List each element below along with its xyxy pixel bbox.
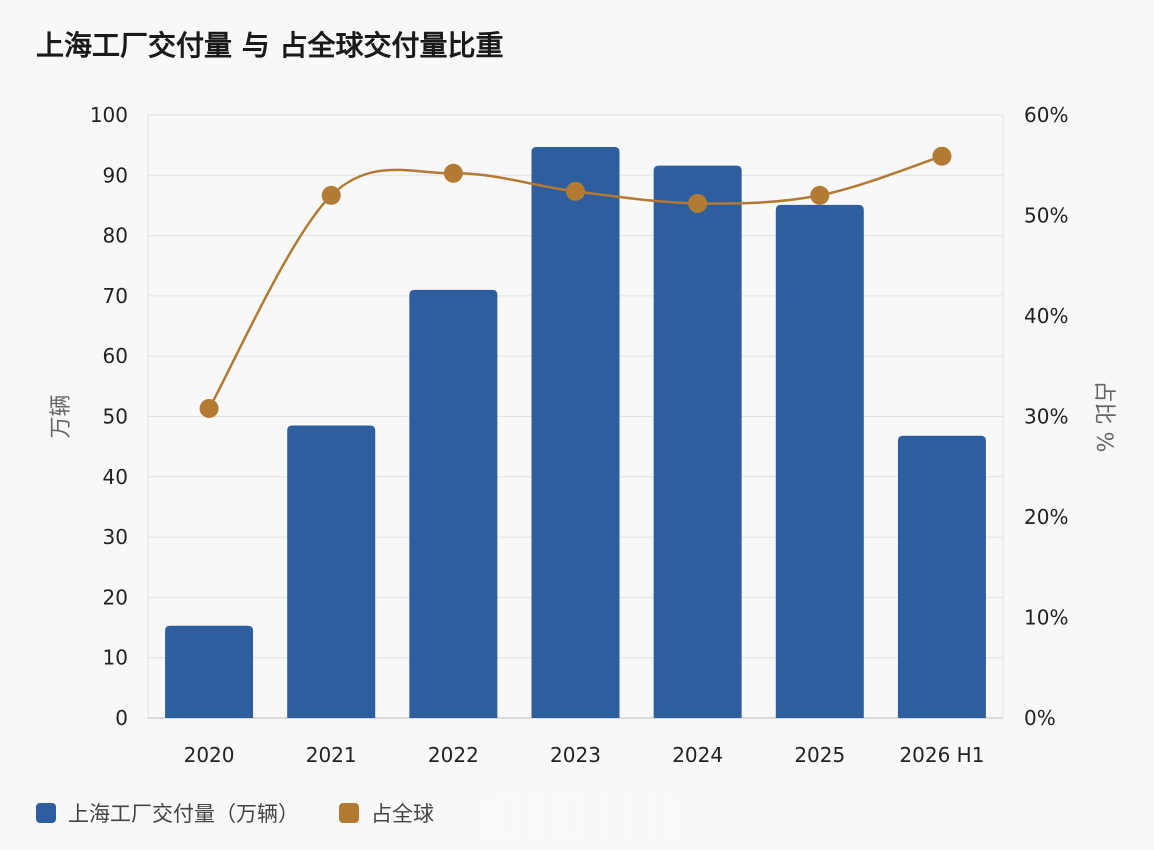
share-point-2024[interactable]: [688, 193, 708, 213]
y2-tick-label: 50%: [1024, 204, 1068, 228]
y-tick-label: 30: [103, 525, 128, 549]
y-tick-label: 0: [115, 706, 128, 730]
legend-label-deliveries: 上海工厂交付量（万辆）: [68, 802, 299, 826]
x-tick-label: 2022: [428, 743, 479, 767]
x-tick-label: 2025: [794, 743, 845, 767]
share-point-2023[interactable]: [566, 181, 585, 201]
bar-series: [165, 146, 986, 719]
y-tick-label: 60: [103, 344, 128, 368]
share-point-2026-H1[interactable]: [932, 146, 952, 166]
bar-2023[interactable]: [531, 146, 620, 719]
x-tick-label: 2020: [184, 743, 235, 767]
bar-2022[interactable]: [409, 289, 498, 718]
y-axis-label: 万辆: [49, 394, 74, 438]
combo-chart: 0 10 20 30 40 50 60 70 80 90 100 0% 10% 20% 30% 40% 50%…: [49, 103, 1116, 767]
legend-swatch-line: [339, 803, 359, 823]
bar-2021[interactable]: [287, 425, 376, 718]
y2-axis-label: 占比 %: [1091, 381, 1116, 453]
y-tick-label: 90: [103, 163, 128, 187]
y-tick-label: 40: [103, 465, 128, 489]
y2-tick-label: 0%: [1024, 706, 1056, 730]
legend-item-share[interactable]: 占全球: [339, 798, 434, 828]
legend: 上海工厂交付量（万辆） 占全球: [36, 798, 474, 828]
y2-tick-label: 40%: [1024, 304, 1068, 328]
share-point-2021[interactable]: [321, 185, 341, 205]
legend-item-deliveries[interactable]: 上海工厂交付量（万辆）: [36, 798, 299, 828]
y-tick-label: 70: [103, 284, 128, 308]
share-point-2020[interactable]: [199, 398, 219, 418]
x-tick-label: 2024: [672, 743, 723, 767]
chart-title: 上海工厂交付量 与 占全球交付量比重: [36, 29, 504, 62]
bar-2024[interactable]: [653, 165, 742, 719]
share-point-2022[interactable]: [443, 163, 463, 183]
x-tick-label: 2021: [306, 743, 357, 767]
y-tick-label: 100: [90, 103, 128, 127]
y-axis-ticks: 0 10 20 30 40 50 60 70 80 90 100: [90, 103, 128, 730]
bar-2025[interactable]: [775, 204, 864, 719]
legend-label-share: 占全球: [371, 802, 434, 826]
x-tick-label: 2026 H1: [899, 743, 984, 767]
axis-labels: 万辆 占比 %: [49, 381, 1116, 453]
line-series: [199, 146, 952, 418]
y2-tick-label: 20%: [1024, 505, 1068, 529]
blurred-overlay: [462, 795, 684, 841]
y2-tick-label: 10%: [1024, 606, 1068, 630]
x-tick-label: 2023: [550, 743, 601, 767]
y2-tick-label: 30%: [1024, 405, 1068, 429]
y-tick-label: 50: [103, 405, 128, 429]
y-tick-label: 10: [103, 646, 128, 670]
y2-tick-label: 60%: [1024, 103, 1068, 127]
x-axis-ticks: 2020 2021 2022 2023 2024 2025 2026 H1: [184, 743, 985, 767]
y-tick-label: 20: [103, 585, 128, 609]
share-point-2025[interactable]: [810, 185, 830, 205]
bar-2020[interactable]: [165, 625, 254, 718]
y2-axis-ticks: 0% 10% 20% 30% 40% 50% 60%: [1024, 103, 1068, 730]
legend-swatch-bar: [36, 803, 56, 823]
bar-2026-H1[interactable]: [897, 435, 986, 718]
y-tick-label: 80: [103, 224, 128, 248]
